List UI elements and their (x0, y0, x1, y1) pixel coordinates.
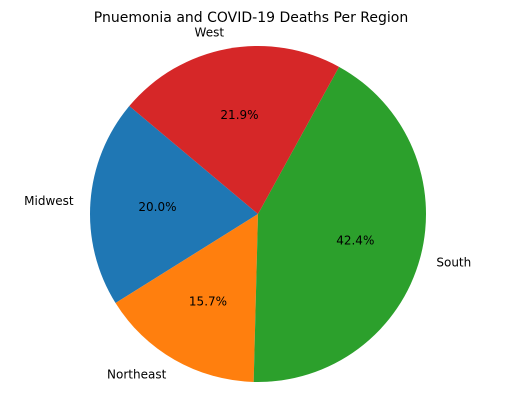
slice-label-northeast: Northeast (107, 367, 167, 381)
slice-label-west: West (195, 25, 225, 39)
slice-west (129, 45, 340, 214)
slice-south (253, 66, 427, 383)
slice-percent-west: 21.9% (220, 108, 258, 122)
slice-percent-south: 42.4% (336, 233, 374, 247)
slice-label-midwest: Midwest (24, 194, 74, 208)
chart-title: Pnuemonia and COVID-19 Deaths Per Region (94, 10, 408, 26)
slice-midwest (90, 106, 259, 304)
slice-percent-midwest: 20.0% (138, 200, 176, 214)
slice-label-south: South (436, 255, 471, 269)
slice-percent-northeast: 15.7% (189, 295, 227, 309)
pie-labels: Midwest 20.0% Northeast 15.7% South 42.4% West… (24, 25, 471, 381)
slice-northeast (115, 214, 258, 382)
pie-slices (90, 45, 427, 383)
